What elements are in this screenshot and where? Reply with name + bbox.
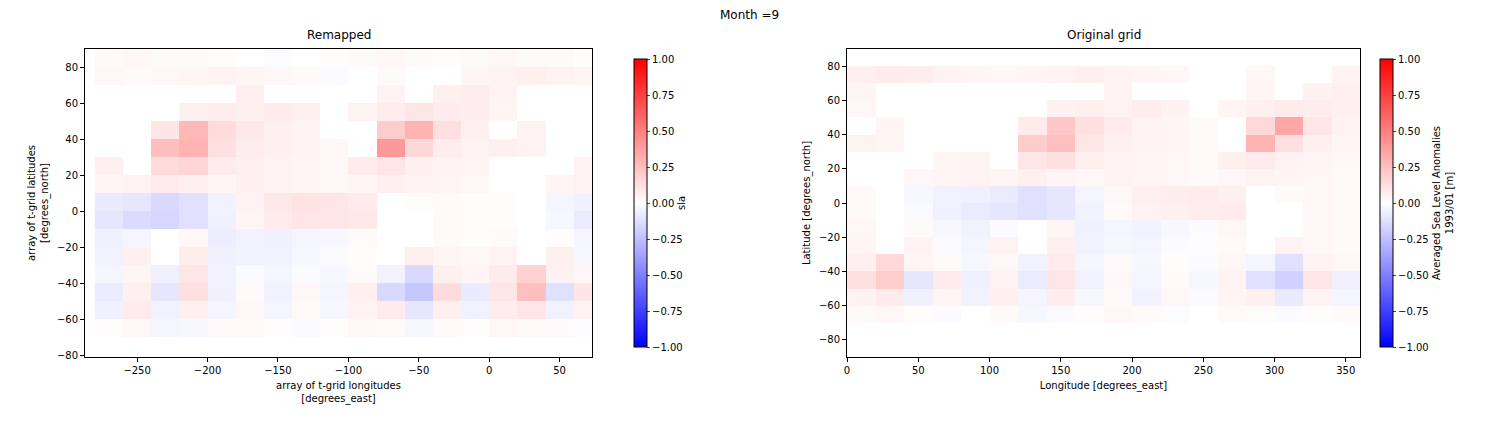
svg-text:−80: −80 [819, 334, 840, 345]
svg-text:250: 250 [1194, 365, 1213, 376]
svg-text:0.00: 0.00 [652, 198, 674, 209]
svg-text:20: 20 [65, 170, 78, 181]
svg-text:−60: −60 [57, 314, 78, 325]
svg-text:Remapped: Remapped [307, 28, 371, 42]
svg-text:0.75: 0.75 [652, 90, 674, 101]
svg-text:−50: −50 [408, 365, 429, 376]
svg-text:−80: −80 [57, 350, 78, 361]
svg-text:0.00: 0.00 [1398, 198, 1420, 209]
svg-text:−100: −100 [335, 365, 362, 376]
svg-text:sla: sla [676, 196, 687, 210]
svg-text:−0.75: −0.75 [1398, 306, 1429, 317]
svg-text:array of t-grid longitudes[deg: array of t-grid longitudes[degrees_east] [276, 380, 401, 405]
svg-text:50: 50 [912, 365, 925, 376]
svg-text:−40: −40 [819, 266, 840, 277]
svg-text:−200: −200 [194, 365, 221, 376]
svg-text:100: 100 [980, 365, 999, 376]
svg-text:350: 350 [1336, 365, 1355, 376]
svg-text:1.00: 1.00 [652, 54, 674, 65]
svg-text:Latitude [degrees_north]: Latitude [degrees_north] [801, 141, 813, 265]
svg-text:Month =9: Month =9 [720, 8, 779, 22]
svg-text:−250: −250 [123, 365, 150, 376]
svg-text:−20: −20 [57, 242, 78, 253]
svg-text:−20: −20 [819, 232, 840, 243]
svg-text:150: 150 [1051, 365, 1070, 376]
svg-text:1.00: 1.00 [1398, 54, 1420, 65]
svg-text:−0.50: −0.50 [652, 270, 683, 281]
svg-text:80: 80 [65, 62, 78, 73]
svg-text:200: 200 [1122, 365, 1141, 376]
svg-text:0.25: 0.25 [652, 162, 674, 173]
svg-text:0: 0 [834, 198, 840, 209]
svg-text:−0.25: −0.25 [652, 234, 683, 245]
svg-text:0: 0 [72, 206, 78, 217]
svg-text:50: 50 [553, 365, 566, 376]
svg-text:300: 300 [1265, 365, 1284, 376]
svg-text:−40: −40 [57, 278, 78, 289]
svg-text:0: 0 [844, 365, 850, 376]
svg-text:−60: −60 [819, 300, 840, 311]
svg-text:0.50: 0.50 [1398, 126, 1420, 137]
svg-text:−1.00: −1.00 [652, 342, 683, 353]
svg-text:40: 40 [65, 134, 78, 145]
svg-text:array of t-grid latitudes[degr: array of t-grid latitudes[degrees_north] [26, 145, 51, 261]
svg-text:0: 0 [486, 365, 492, 376]
svg-text:80: 80 [827, 61, 840, 72]
svg-text:40: 40 [827, 129, 840, 140]
svg-text:−1.00: −1.00 [1398, 342, 1429, 353]
svg-text:−150: −150 [264, 365, 291, 376]
svg-text:0.25: 0.25 [1398, 162, 1420, 173]
svg-text:Averaged Sea Level Anomalies19: Averaged Sea Level Anomalies1993/01 [m] [1431, 126, 1455, 280]
svg-text:60: 60 [827, 95, 840, 106]
svg-text:20: 20 [827, 163, 840, 174]
svg-text:60: 60 [65, 98, 78, 109]
svg-text:−0.25: −0.25 [1398, 234, 1429, 245]
svg-text:0.50: 0.50 [652, 126, 674, 137]
svg-text:Longitude [degrees_east]: Longitude [degrees_east] [1040, 380, 1167, 392]
svg-text:Original grid: Original grid [1067, 28, 1141, 42]
svg-text:0.75: 0.75 [1398, 90, 1420, 101]
svg-text:−0.50: −0.50 [1398, 270, 1429, 281]
svg-text:−0.75: −0.75 [652, 306, 683, 317]
